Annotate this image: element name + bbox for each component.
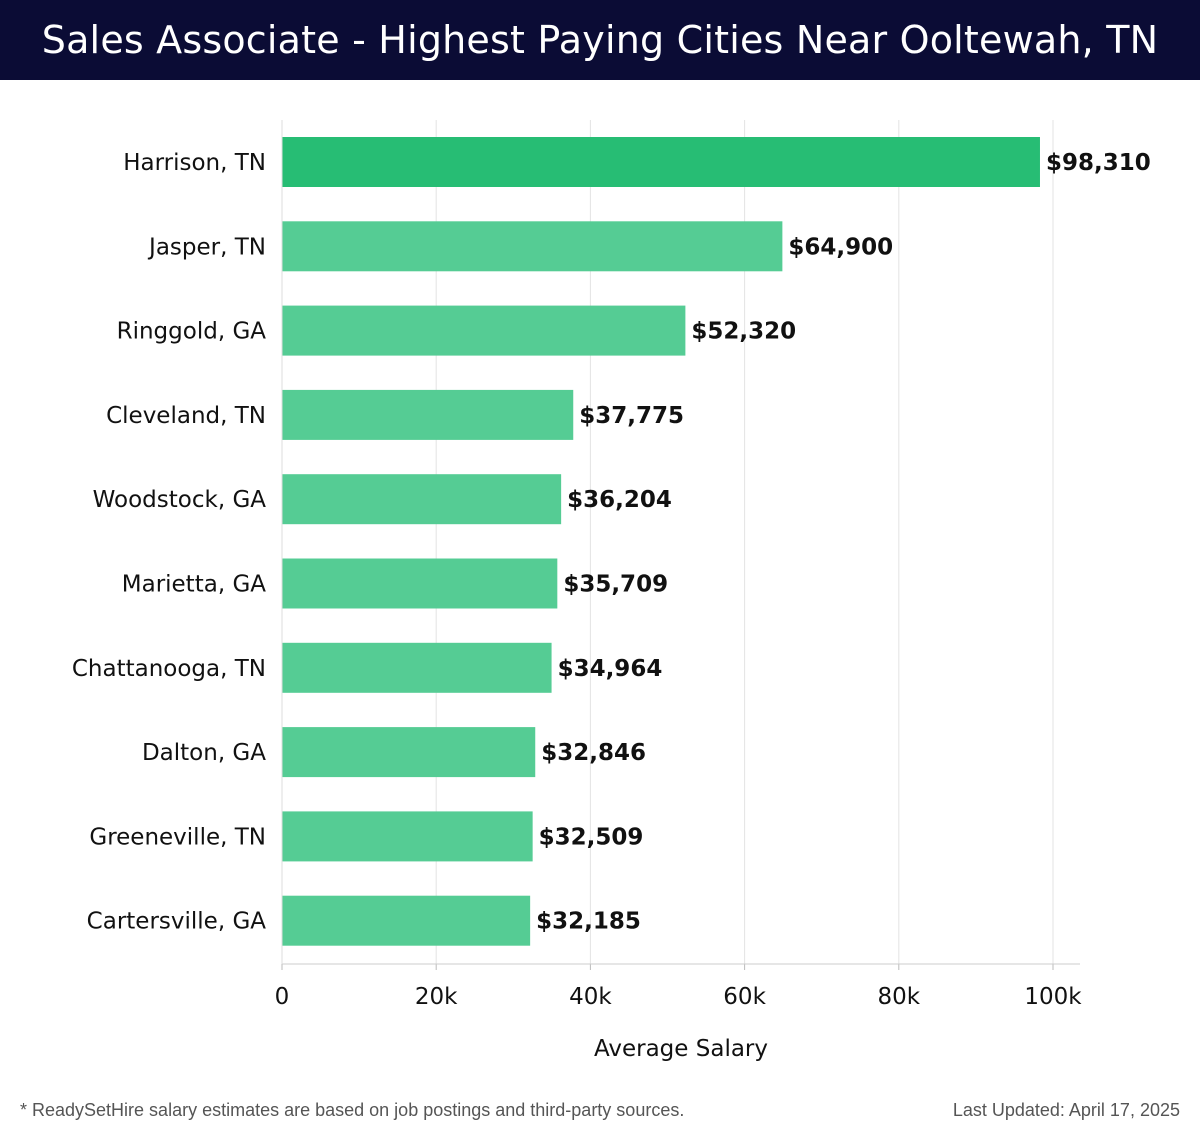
value-label: $52,320 [691, 319, 796, 345]
category-label: Chattanooga, TN [72, 656, 266, 682]
bar [282, 305, 686, 356]
category-label: Cartersville, GA [87, 909, 267, 935]
last-updated: Last Updated: April 17, 2025 [952, 1100, 1180, 1120]
category-label: Woodstock, GA [93, 487, 267, 513]
bar [282, 137, 1040, 187]
bar [282, 221, 783, 272]
value-label: $36,204 [567, 487, 672, 513]
bar [282, 811, 533, 862]
value-label: $32,509 [539, 824, 644, 850]
bar [282, 389, 574, 440]
category-label: Dalton, GA [142, 740, 266, 766]
value-label: $98,310 [1046, 150, 1151, 176]
x-tick-label: 0 [275, 984, 290, 1010]
bar [282, 558, 558, 609]
value-label: $32,185 [536, 909, 641, 935]
category-label: Ringgold, GA [117, 319, 267, 345]
bar [282, 895, 531, 946]
category-label: Marietta, GA [122, 572, 267, 598]
category-label: Cleveland, TN [106, 403, 266, 429]
bars [282, 137, 1040, 946]
x-tick-label: 80k [878, 984, 921, 1010]
x-tick-label: 100k [1024, 984, 1082, 1010]
chart-title: Sales Associate - Highest Paying Cities … [41, 18, 1159, 62]
x-tick-label: 20k [415, 984, 458, 1010]
x-tick-label: 60k [723, 984, 766, 1010]
footer-note: * ReadySetHire salary estimates are base… [20, 1100, 685, 1120]
x-tick-label: 40k [569, 984, 612, 1010]
bar [282, 474, 562, 525]
labels: Harrison, TN $98,310 Jasper, TN $64,900 Ring… [72, 150, 1151, 935]
bar [282, 727, 536, 778]
category-label: Jasper, TN [147, 234, 266, 260]
bar [282, 642, 552, 693]
value-label: $37,775 [579, 403, 684, 429]
category-label: Harrison, TN [123, 150, 266, 176]
value-label: $64,900 [788, 234, 893, 260]
x-axis: 0 20k 40k 60k 80k 100k Average Salary [275, 120, 1082, 1062]
value-label: $34,964 [558, 656, 663, 682]
value-label: $32,846 [541, 740, 646, 766]
x-axis-title: Average Salary [594, 1036, 768, 1062]
chart-header: Sales Associate - Highest Paying Cities … [0, 0, 1200, 80]
category-label: Greeneville, TN [89, 824, 266, 850]
salary-bar-chart: Harrison, TN $98,310 Jasper, TN $64,900 Ring… [72, 120, 1151, 1062]
value-label: $35,709 [563, 572, 668, 598]
